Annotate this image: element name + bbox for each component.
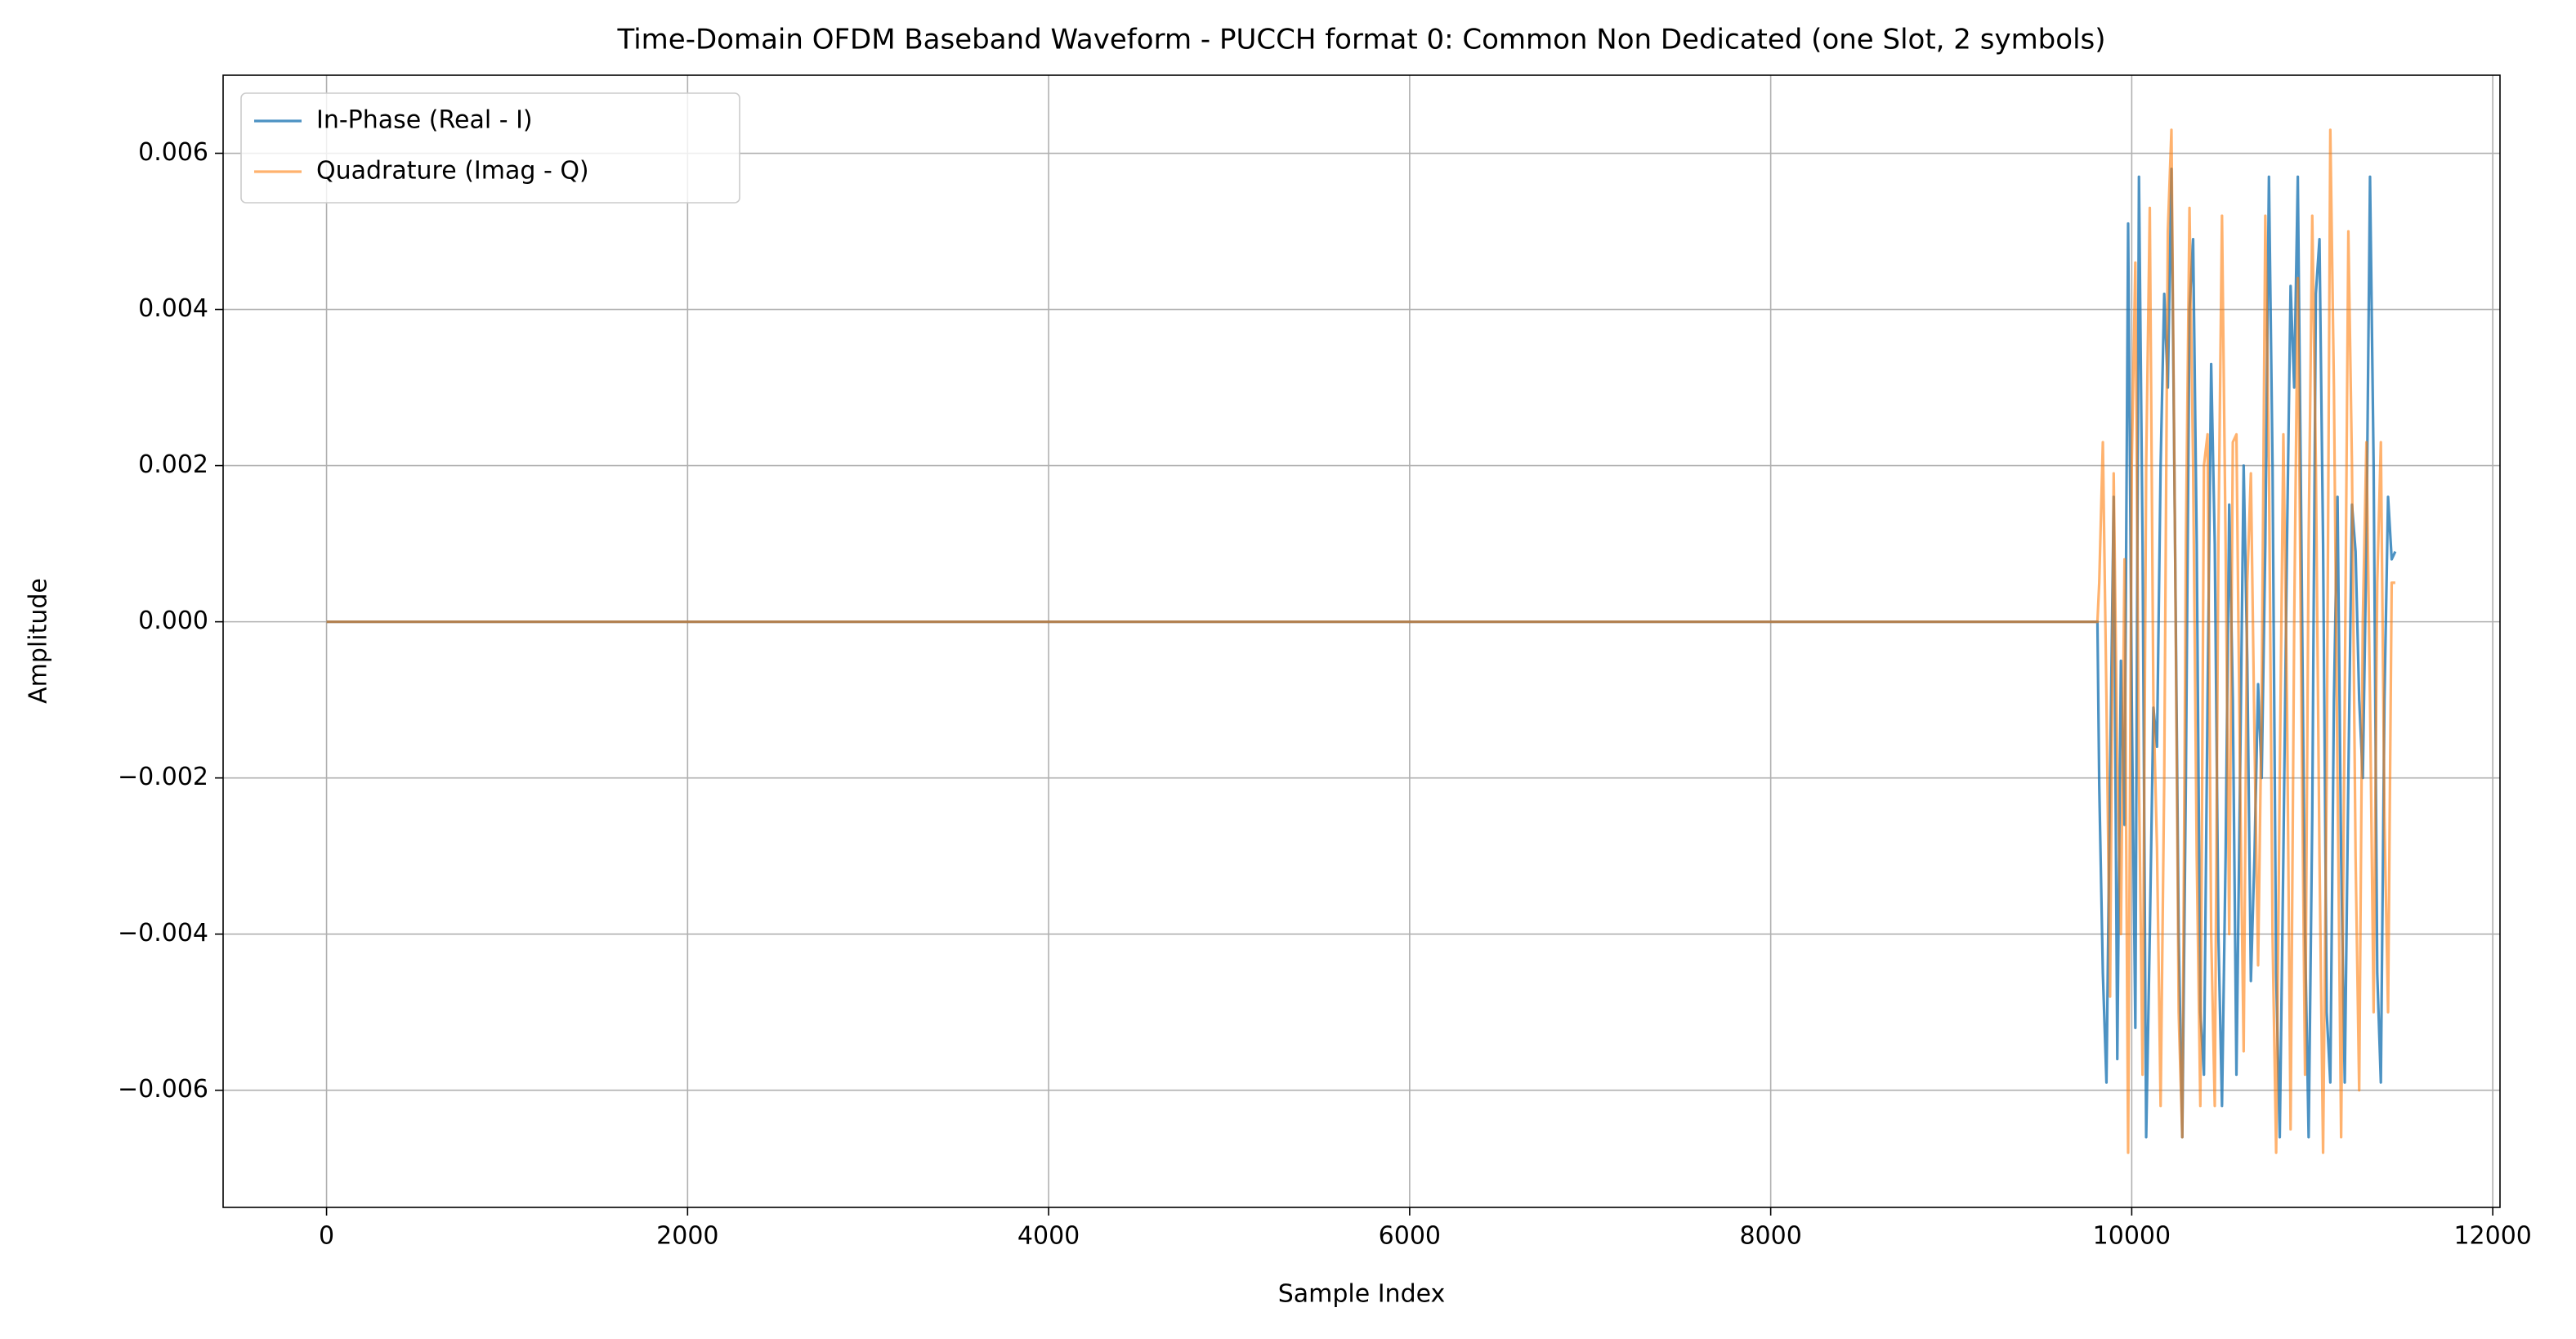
legend: In-Phase (Real - I) Quadrature (Imag - Q)	[240, 92, 740, 204]
x-tick-label: 12000	[2453, 1222, 2531, 1251]
line-series	[326, 128, 2395, 1154]
y-tick-label: 0.002	[138, 450, 208, 479]
x-tick-label: 4000	[1017, 1222, 1080, 1251]
legend-label: In-Phase (Real - I)	[316, 106, 533, 135]
y-tick-label: −0.002	[118, 763, 208, 791]
legend-label: Quadrature (Imag - Q)	[316, 157, 589, 186]
y-tick-label: 0.000	[138, 607, 208, 635]
x-tick-label: 2000	[656, 1222, 718, 1251]
x-tick-label: 10000	[2093, 1222, 2171, 1251]
legend-box	[240, 92, 740, 204]
y-axis-label: Amplitude	[25, 578, 53, 704]
line-series	[326, 168, 2397, 1139]
x-tick-label: 6000	[1379, 1222, 1441, 1251]
x-axis-label: Sample Index	[1278, 1280, 1446, 1309]
axes-frame	[222, 74, 2501, 1208]
y-tick-label: 0.004	[138, 294, 208, 323]
y-tick-label: −0.006	[118, 1075, 208, 1104]
x-tick-label: 8000	[1739, 1222, 1801, 1251]
y-tick-label: 0.006	[138, 138, 208, 167]
x-tick-label: 0	[319, 1222, 334, 1251]
chart-title: Time-Domain OFDM Baseband Waveform - PUC…	[616, 24, 2105, 56]
y-tick-label: −0.004	[118, 919, 208, 947]
